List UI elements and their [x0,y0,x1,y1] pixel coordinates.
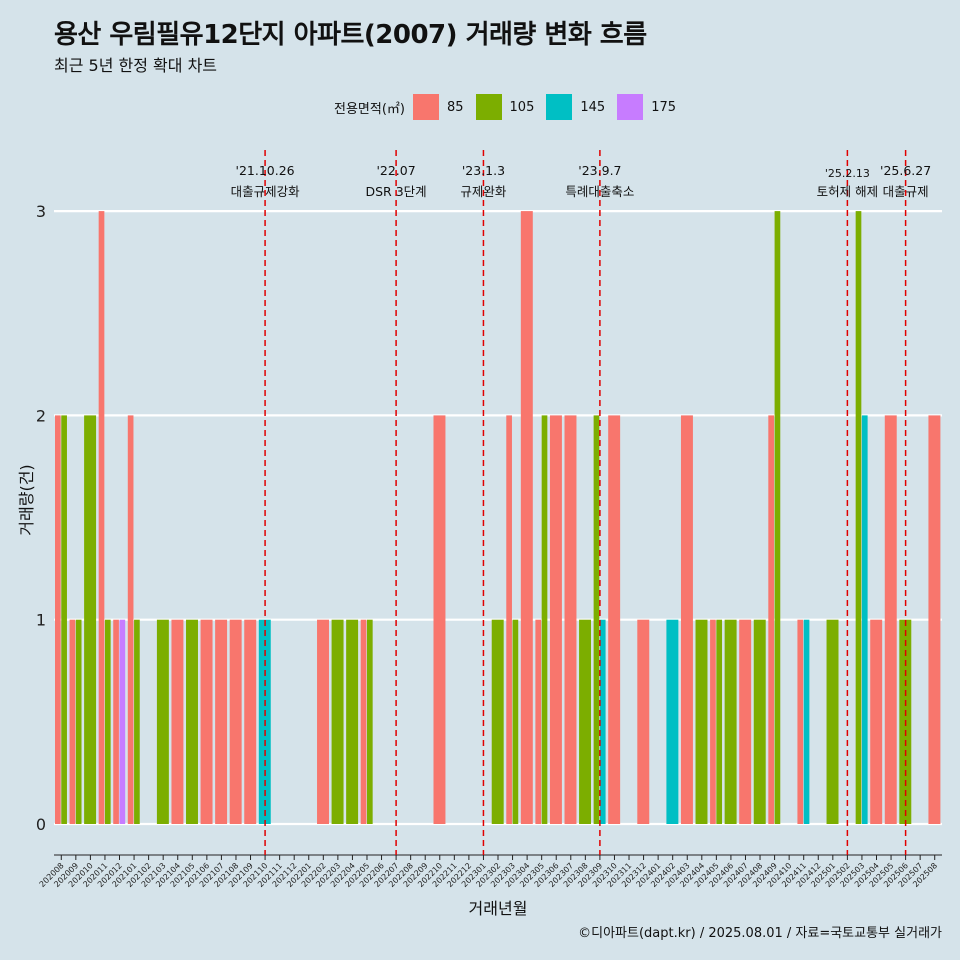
bar-85-202310 [608,415,621,824]
legend-title: 전용면적(㎡) [334,101,405,117]
legend-label-105: 105 [509,99,535,115]
bar-105-202204 [346,619,359,824]
legend: 전용면적(㎡) 85 105 145 175 [334,92,688,122]
legend-item-105: 105 [475,94,535,120]
bar-85-202108 [229,619,242,824]
bar-175-202012 [119,619,126,824]
bar-105-202011 [104,619,111,824]
bar-85-202008 [55,415,61,824]
legend-label-145: 145 [580,99,606,115]
bar-85-202106 [200,619,213,824]
event-label-202207: DSR 3단계 [366,184,427,199]
bar-105-202203 [331,619,344,824]
legend-key-145 [546,94,573,120]
bar-85-202407 [739,619,752,824]
bar-105-202008 [61,415,67,824]
bar-85-202304 [520,211,533,825]
bar-105-202103 [156,619,169,824]
bar-145-202411 [803,619,810,824]
bar-85-202202 [317,619,329,824]
legend-item-175: 175 [617,94,676,120]
legend-label-175: 175 [651,99,677,115]
y-tick-label: 2 [36,406,46,425]
bar-85-202504 [870,619,883,824]
legend-key-85 [412,94,439,120]
event-label-202110: 대출규제강화 [231,184,301,199]
bar-145-202402 [666,619,679,824]
bar-105-202009 [75,619,82,824]
bar-85-202012 [113,619,119,824]
y-tick-label: 3 [36,202,46,221]
bar-85-202403 [680,415,693,824]
source-caption: ©디아파트(dapt.kr) / 2025.08.01 / 자료=국토교통부 실… [578,926,942,941]
bar-85-202405 [710,619,716,824]
bar-105-202309 [593,415,600,824]
event-date-202301: '23.1.3 [462,163,505,178]
legend-item-85: 85 [412,94,464,120]
event-date-202110: '21.10.26 [236,163,295,178]
event-date-202309: '23.9.7 [578,163,621,178]
y-tick-label: 1 [36,611,46,630]
bar-105-202503 [855,211,862,825]
event-label-202309: 특례대출축소 [565,184,634,199]
bar-85-202210 [433,415,446,824]
bar-85-202307 [564,415,577,824]
bar-85-202303 [506,415,512,824]
bar-105-202303 [512,619,519,824]
bar-105-202010 [84,415,97,824]
bar-85-202508 [928,415,941,824]
x-axis-title: 거래년월 [469,899,528,918]
bar-85-202306 [549,415,562,824]
bar-85-202101 [127,415,134,824]
bar-85-202109 [244,619,257,824]
event-label-202506: 대출규제 [883,184,929,199]
bar-145-202503 [861,415,868,824]
bar-85-202205 [360,619,367,824]
event-date-202502: '25.2.13 [825,167,870,180]
bar-85-202505 [884,415,897,824]
bar-85-202312 [637,619,650,824]
bar-85-202011 [98,211,105,825]
bar-105-202501 [826,619,839,824]
legend-item-145: 145 [546,94,605,120]
bar-105-202308 [579,619,592,824]
bar-105-202409 [774,211,781,825]
bar-105-202105 [186,619,198,824]
legend-key-175 [617,94,644,120]
bar-85-202009 [69,619,76,824]
bar-105-202405 [716,619,723,824]
bar-105-202406 [724,619,737,824]
bar-105-202404 [695,619,708,824]
bar-105-202205 [366,619,373,824]
bar-85-202409 [768,415,774,824]
bar-105-202305 [541,415,548,824]
event-label-202502: 토허제 해제 [817,184,878,199]
bar-105-202302 [491,619,504,824]
event-date-202506: '25.6.27 [880,163,931,178]
bar-105-202408 [753,619,766,824]
chart-title: 용산 우림필유12단지 아파트(2007) 거래량 변화 흐름 [54,20,647,50]
y-tick-label: 0 [36,815,46,834]
event-date-202207: '22.07 [376,163,415,178]
bar-85-202107 [215,619,228,824]
bar-85-202305 [535,619,542,824]
bar-85-202411 [797,619,804,824]
y-axis-title: 거래량(건) [17,464,36,535]
legend-key-105 [475,94,502,120]
chart-subtitle: 최근 5년 한정 확대 차트 [54,56,218,75]
bar-105-202101 [134,619,140,824]
bar-145-202309 [599,619,606,824]
bar-85-202104 [171,619,184,824]
event-label-202301: 규제완화 [460,184,507,199]
legend-label-85: 85 [446,99,464,115]
